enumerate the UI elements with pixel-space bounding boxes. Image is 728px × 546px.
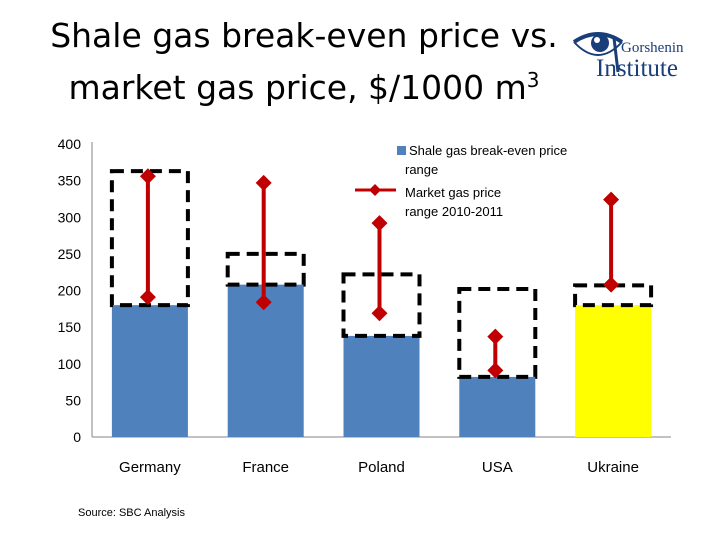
bar	[343, 335, 420, 437]
title-line-2: market gas price, $/1000 m	[68, 68, 527, 107]
market-marker	[603, 276, 620, 293]
bar-series	[111, 284, 652, 437]
market-marker	[139, 289, 156, 306]
y-tick-label: 300	[58, 209, 82, 225]
legend-market-label-2: range 2010-2011	[405, 204, 503, 219]
market-marker	[603, 191, 620, 208]
y-tick-label: 150	[58, 319, 82, 335]
market-marker	[139, 168, 156, 185]
title-line-1: Shale gas break-even price vs.	[50, 16, 558, 55]
y-tick-label: 200	[58, 283, 82, 299]
x-tick-label: USA	[482, 459, 513, 476]
market-marker	[371, 215, 388, 232]
legend-bar-swatch	[397, 146, 406, 155]
y-tick-label: 250	[58, 246, 82, 262]
chart-title: Shale gas break-even price vs. market gas…	[44, 14, 564, 110]
x-tick-label: Ukraine	[587, 459, 639, 476]
market-marker	[255, 174, 272, 191]
market-range-series	[139, 168, 620, 379]
legend-bar-label-1: Shale gas break-even price	[409, 143, 567, 158]
x-tick-label: France	[242, 459, 289, 476]
legend-market-label-1: Market gas price	[405, 185, 501, 200]
market-marker	[255, 294, 272, 311]
breakeven-range-box	[457, 287, 538, 379]
market-marker	[487, 328, 504, 345]
eye-icon	[572, 32, 624, 73]
bar	[111, 305, 188, 437]
bar	[459, 376, 536, 437]
market-marker	[487, 362, 504, 379]
logo-text-big: Institute	[596, 55, 678, 82]
y-tick-label: 350	[58, 173, 82, 189]
legend-market-marker	[369, 184, 381, 196]
bar	[227, 284, 304, 437]
y-tick-label: 400	[58, 136, 82, 152]
x-tick-label: Poland	[358, 459, 405, 476]
logo-text-small: Gorshenin	[621, 40, 684, 56]
title-superscript: 3	[526, 68, 540, 92]
y-tick-label: 100	[58, 356, 82, 372]
y-tick-label: 0	[73, 429, 81, 445]
market-marker	[371, 305, 388, 322]
legend: Shale gas break-even price range Market …	[355, 143, 567, 219]
source-note: Source: SBC Analysis	[78, 507, 185, 519]
y-tick-label: 50	[65, 392, 81, 408]
legend-bar-label-2: range	[405, 162, 438, 177]
bar	[575, 305, 652, 437]
x-tick-label: Germany	[119, 459, 181, 476]
